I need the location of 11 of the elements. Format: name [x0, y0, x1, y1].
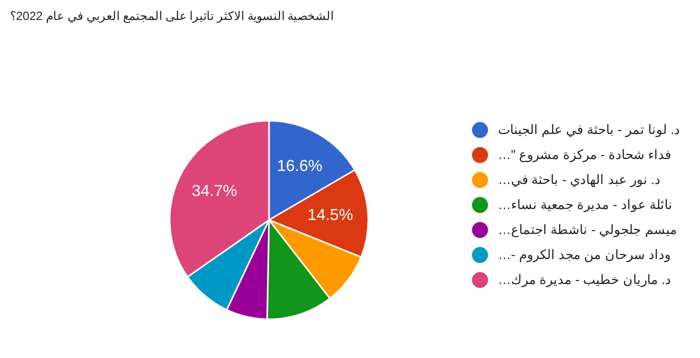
legend-label: فداء شحادة - مركزة مشروع "…	[498, 146, 672, 164]
chart-title: الشخصية النسوية الاكثر تاثيرا على المجتمع العربي في عام 2022؟	[10, 9, 334, 23]
legend-label: ميسم جلجولي - ناشطة اجتماع…	[498, 221, 678, 240]
data-label: 34.7%	[192, 182, 238, 200]
legend-label: د. لونا تمر - باحثة في علم الجينات	[498, 121, 682, 140]
legend-label: وداد سرحان من مجد الكروم -…	[498, 246, 672, 264]
legend-label: نائلة عواد - مديرة جمعية نساء…	[498, 196, 674, 214]
data-label: 14.5%	[308, 206, 354, 224]
data-label: 16.6%	[276, 158, 322, 176]
legend-label: د. ماريان خطيب - مديرة مرك…	[498, 271, 672, 290]
legend-label: د. نور عبد الهادي - باحثة في…	[498, 171, 662, 190]
